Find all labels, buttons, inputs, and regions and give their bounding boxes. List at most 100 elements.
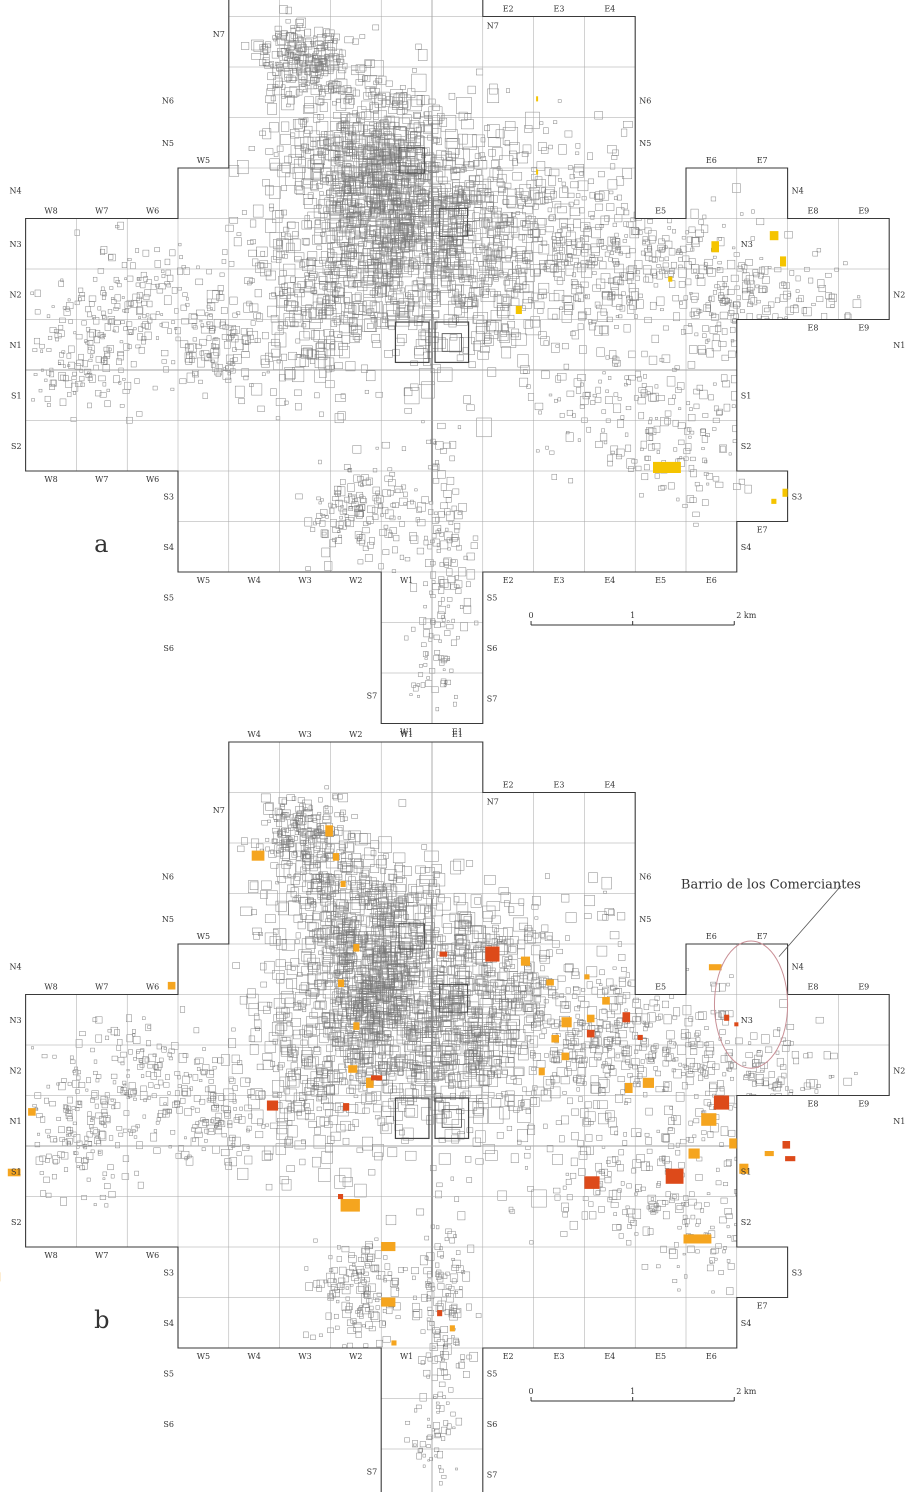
structure-footprint <box>466 552 475 561</box>
structure-footprint <box>359 496 366 503</box>
structure-footprint <box>336 193 344 201</box>
structure-footprint <box>267 83 276 91</box>
structure-footprint <box>774 267 782 273</box>
structure-footprint <box>196 265 200 270</box>
structure-footprint <box>404 894 418 907</box>
structure-footprint <box>629 288 640 301</box>
structure-footprint <box>318 1033 329 1043</box>
structure-footprint <box>310 181 318 190</box>
structure-footprint <box>352 212 359 221</box>
structure-footprint <box>389 515 396 521</box>
structure-footprint <box>509 142 520 155</box>
structure-footprint <box>63 364 66 368</box>
structure-footprint <box>516 268 522 275</box>
structure-footprint <box>390 214 397 220</box>
structure-footprint <box>445 129 458 142</box>
structure-footprint <box>384 869 397 884</box>
structure-footprint <box>344 519 351 527</box>
structure-footprint <box>454 260 467 271</box>
structure-footprint <box>326 190 333 196</box>
structure-footprint <box>80 382 85 387</box>
structure-footprint <box>477 351 489 360</box>
structure-footprint <box>371 925 383 935</box>
structure-footprint <box>421 152 435 165</box>
structure-footprint <box>527 215 532 220</box>
structure-footprint <box>275 398 286 406</box>
structure-footprint <box>463 395 471 404</box>
structure-footprint <box>189 352 197 359</box>
structure-footprint <box>600 215 609 226</box>
structure-footprint <box>209 313 213 317</box>
structure-footprint <box>679 301 683 305</box>
structure-footprint <box>471 949 483 963</box>
structure-footprint <box>453 293 462 302</box>
structure-footprint <box>730 326 736 333</box>
structure-footprint <box>647 219 653 224</box>
structure-footprint <box>362 75 371 83</box>
structure-footprint <box>442 226 452 233</box>
structure-footprint <box>514 282 523 290</box>
structure-footprint <box>389 472 396 477</box>
structure-footprint <box>430 619 436 625</box>
structure-footprint <box>390 253 402 263</box>
grid-label-S5: S5 <box>163 593 174 602</box>
structure-footprint <box>263 62 270 67</box>
structure-footprint <box>325 200 337 213</box>
structure-footprint <box>127 275 134 282</box>
structure-footprint <box>286 103 291 108</box>
structure-footprint <box>438 511 446 518</box>
structure-footprint <box>128 301 134 306</box>
structure-footprint <box>362 75 368 81</box>
structure-footprint <box>145 323 151 330</box>
structure-footprint <box>142 314 147 319</box>
structure-footprint <box>372 1103 382 1113</box>
structure-footprint <box>303 328 315 339</box>
structure-footprint <box>563 296 575 310</box>
structure-footprint <box>534 218 546 228</box>
structure-footprint <box>424 907 436 918</box>
structure-footprint <box>199 338 207 346</box>
structure-footprint <box>316 350 326 358</box>
structure-footprint <box>210 307 213 310</box>
structure-footprint <box>211 359 215 363</box>
structure-footprint <box>602 292 612 300</box>
structure-footprint <box>437 275 451 293</box>
structure-footprint <box>354 497 358 502</box>
structure-footprint <box>95 356 102 363</box>
structure-footprint <box>463 194 474 203</box>
structure-footprint <box>106 345 114 353</box>
structure-footprint <box>280 48 287 55</box>
structure-footprint <box>500 330 507 337</box>
structure-footprint <box>334 413 344 424</box>
structure-footprint <box>102 382 107 387</box>
structure-footprint <box>576 241 583 248</box>
structure-footprint <box>310 159 323 170</box>
structure-footprint <box>385 509 394 519</box>
structure-footprint <box>399 287 405 293</box>
structure-footprint <box>360 165 366 172</box>
structure-footprint <box>334 286 341 293</box>
structure-footprint <box>323 139 333 150</box>
structure-footprint <box>500 334 517 348</box>
structure-footprint <box>154 276 159 281</box>
structure-footprint <box>627 279 633 284</box>
structure-footprint <box>488 1107 504 1124</box>
structure-footprint <box>388 208 403 221</box>
structure-footprint <box>561 311 572 323</box>
structure-footprint <box>290 33 298 39</box>
structure-footprint <box>233 354 242 364</box>
structure-footprint <box>281 939 296 951</box>
structure-footprint <box>687 427 692 432</box>
structure-footprint <box>335 261 343 269</box>
structure-footprint <box>762 305 771 315</box>
structure-footprint <box>538 244 550 255</box>
structure-footprint <box>177 267 183 275</box>
structure-footprint <box>631 291 639 300</box>
structure-footprint <box>461 239 473 254</box>
grid-label-E2: E2 <box>503 5 514 14</box>
structure-footprint <box>758 272 764 279</box>
structure-footprint <box>299 835 308 844</box>
structure-footprint <box>348 506 354 511</box>
structure-footprint <box>738 262 745 269</box>
structure-footprint <box>730 302 734 308</box>
